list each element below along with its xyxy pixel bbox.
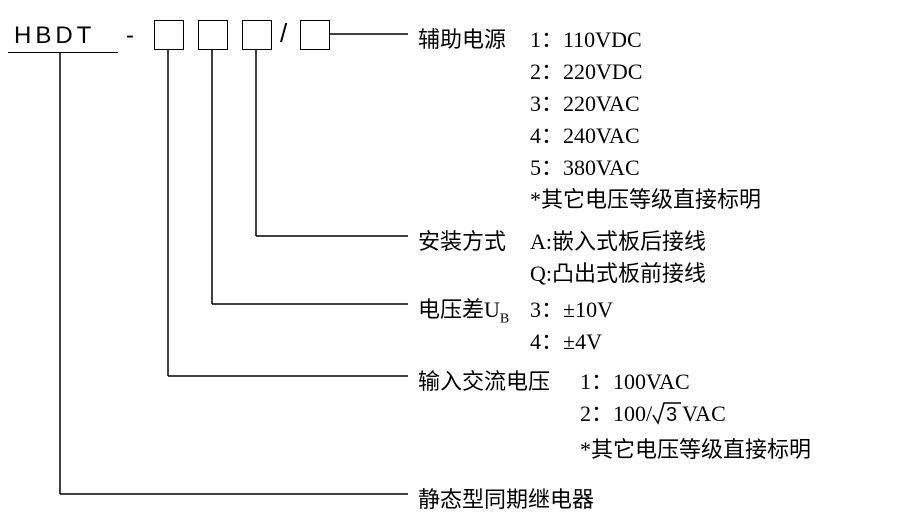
voltage-diff-label-prefix: 电压差 (418, 297, 484, 322)
input-ac-item-2: 2：100/3VAC (580, 396, 726, 428)
voltage-diff-item-1: 3：±10V (530, 292, 613, 324)
aux-power-item-3: 3：220VAC (530, 86, 640, 118)
diagram-canvas: HBDT - / 辅助电源 1：110VDC 2：220VDC 3：220VAC… (0, 0, 900, 526)
input-ac-item2-suffix: VAC (682, 401, 726, 426)
aux-power-note: *其它电压等级直接标明 (530, 182, 761, 214)
aux-power-item-2: 2：220VDC (530, 54, 642, 86)
mounting-item-1: A:嵌入式板后接线 (530, 224, 706, 256)
sqrt-value: 3 (666, 404, 677, 425)
aux-power-item-5: 5：380VAC (530, 150, 640, 182)
input-ac-note: *其它电压等级直接标明 (580, 432, 811, 464)
voltage-diff-label: 电压差UB (418, 292, 509, 327)
aux-power-label: 辅助电源 (418, 22, 506, 54)
input-ac-item2-prefix: 2：100/ (580, 401, 652, 426)
mounting-label: 安装方式 (418, 224, 506, 256)
voltage-diff-item-2: 4：±4V (530, 324, 602, 356)
mounting-item-2: Q:凸出式板前接线 (530, 256, 706, 288)
input-ac-label: 输入交流电压 (418, 364, 550, 396)
aux-power-item-1: 1：110VDC (530, 22, 642, 54)
input-ac-item-1: 1：100VAC (580, 364, 690, 396)
voltage-diff-label-u: U (484, 297, 500, 322)
sqrt-icon: 3 (652, 401, 682, 425)
aux-power-item-4: 4：240VAC (530, 118, 640, 150)
product-label: 静态型同期继电器 (418, 482, 594, 514)
voltage-diff-label-sub: B (500, 311, 509, 326)
